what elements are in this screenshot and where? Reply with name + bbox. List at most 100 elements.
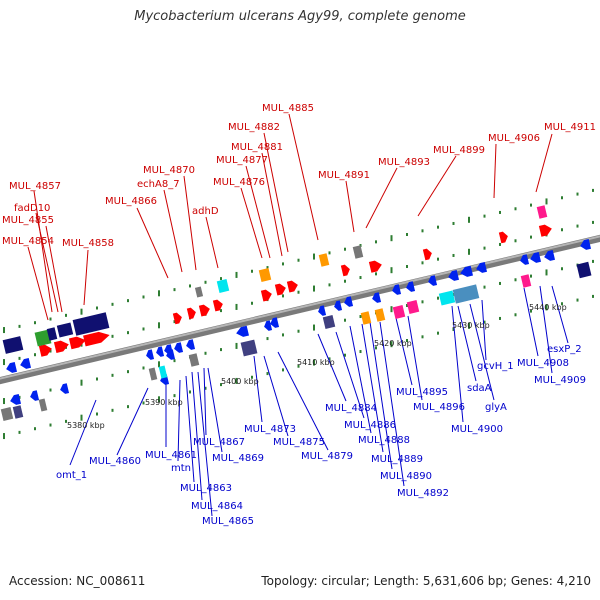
gene-label-mul-4882[interactable]: MUL_4882	[228, 122, 280, 133]
gene-label-mul-4906[interactable]: MUL_4906	[488, 133, 540, 144]
gene-label-mul-4877[interactable]: MUL_4877	[216, 155, 268, 166]
gene-label-esxp-2[interactable]: esxP_2	[547, 344, 582, 355]
gene-label-mul-4865[interactable]: MUL_4865	[202, 516, 254, 527]
tick-mark	[34, 353, 36, 357]
gene-label-mul-4911[interactable]: MUL_4911	[544, 122, 596, 133]
tick-mark	[390, 341, 393, 348]
gene-label-mul-4900[interactable]: MUL_4900	[451, 424, 503, 435]
tick-mark	[530, 235, 532, 239]
tick-mark	[80, 379, 83, 386]
tick-mark	[530, 203, 532, 207]
tick-mark	[3, 398, 5, 405]
gene-label-mul-4866[interactable]: MUL_4866	[105, 196, 157, 207]
gene-label-mul-4892[interactable]: MUL_4892	[397, 488, 449, 499]
gene-label-mul-4884[interactable]: MUL_4884	[325, 403, 377, 414]
tick-mark	[158, 290, 160, 297]
tick-mark	[297, 329, 300, 333]
gene-label-mul-4873[interactable]: MUL_4873	[244, 424, 296, 435]
gene-label-mul-4893[interactable]: MUL_4893	[378, 157, 430, 168]
kbp-label-5420: 5420 kbp	[374, 339, 412, 348]
gene-block	[240, 339, 258, 357]
leader-line	[395, 317, 413, 386]
leader-line	[261, 152, 283, 257]
gene-label-mul-4879[interactable]: MUL_4879	[301, 451, 353, 462]
forward-gene-arrow	[53, 340, 69, 353]
kbp-label-5440: 5440 kbp	[529, 303, 567, 312]
gene-label-mul-4857[interactable]: MUL_4857	[9, 181, 61, 192]
gene-label-fadd10[interactable]: fadD10	[14, 203, 50, 214]
tick-mark	[452, 253, 455, 257]
gene-label-glya[interactable]: glyA	[485, 402, 507, 413]
gene-block	[576, 261, 592, 279]
reverse-gene-arrow	[174, 342, 184, 353]
reverse-gene-arrow	[30, 390, 40, 401]
gene-label-mul-4858[interactable]: MUL_4858	[62, 238, 114, 249]
leader-line	[27, 246, 49, 321]
forward-gene-arrow	[198, 304, 210, 317]
gene-label-sdaa[interactable]: sdaA	[467, 383, 492, 394]
gene-label-mul-4854[interactable]: MUL_4854	[2, 236, 54, 247]
tick-mark	[359, 276, 362, 280]
tick-mark	[328, 283, 331, 287]
gene-label-mul-4881[interactable]: MUL_4881	[231, 142, 283, 153]
gene-label-mul-4889[interactable]: MUL_4889	[371, 454, 423, 465]
tick-mark	[483, 246, 486, 250]
gene-label-gcvh-1[interactable]: gcvH_1	[477, 361, 514, 372]
gene-label-mul-4896[interactable]: MUL_4896	[413, 402, 465, 413]
gene-label-echa8-7[interactable]: echA8_7	[137, 179, 180, 190]
forward-gene-arrow	[260, 289, 272, 302]
kbp-label-5400: 5400 kbp	[221, 377, 259, 386]
gene-label-mul-4908[interactable]: MUL_4908	[517, 358, 569, 369]
tick-mark	[545, 304, 548, 311]
kbp-label-5410: 5410 kbp	[297, 358, 335, 367]
leader-line	[240, 187, 263, 259]
gene-block	[438, 290, 456, 306]
gene-label-mul-4864[interactable]: MUL_4864	[191, 501, 243, 512]
gene-block	[34, 329, 52, 347]
tick-mark	[49, 423, 52, 427]
forward-gene-arrow	[538, 224, 552, 237]
gene-label-mul-4860[interactable]: MUL_4860	[89, 456, 141, 467]
leader-line	[69, 399, 97, 466]
gene-label-mul-4861[interactable]: MUL_4861	[145, 450, 197, 461]
tick-mark	[344, 353, 346, 357]
gene-label-mtn[interactable]: mtn	[171, 463, 191, 474]
reverse-gene-arrow	[318, 305, 327, 316]
gene-label-mul-4899[interactable]: MUL_4899	[433, 145, 485, 156]
reverse-gene-arrow	[334, 300, 343, 311]
gene-label-adhd[interactable]: adhD	[192, 206, 219, 217]
gene-label-mul-4909[interactable]: MUL_4909	[534, 375, 586, 386]
leader-line	[335, 331, 365, 419]
gene-label-mul-4863[interactable]: MUL_4863	[180, 483, 232, 494]
tick-mark	[421, 300, 424, 304]
tick-mark	[328, 357, 331, 361]
tick-mark	[344, 247, 346, 251]
gene-label-mul-4888[interactable]: MUL_4888	[358, 435, 410, 446]
gene-label-mul-4891[interactable]: MUL_4891	[318, 170, 370, 181]
leader-line	[535, 133, 553, 193]
gene-label-mul-4867[interactable]: MUL_4867	[193, 437, 245, 448]
tick-mark	[3, 359, 5, 366]
gene-label-mul-4895[interactable]: MUL_4895	[396, 387, 448, 398]
tick-mark	[111, 302, 114, 306]
tick-mark	[158, 396, 160, 403]
gene-label-mul-4886[interactable]: MUL_4886	[344, 420, 396, 431]
leader-line	[253, 355, 263, 423]
tick-mark	[111, 334, 114, 338]
gene-label-mul-4885[interactable]: MUL_4885	[262, 103, 314, 114]
gene-label-mul-4875[interactable]: MUL_4875	[273, 437, 325, 448]
gene-label-mul-4870[interactable]: MUL_4870	[143, 165, 195, 176]
genome-backbone	[0, 234, 600, 385]
leader-line	[207, 367, 223, 453]
tick-mark	[592, 259, 594, 263]
tick-mark	[592, 220, 594, 224]
leader-line	[349, 325, 372, 434]
gene-label-mul-4890[interactable]: MUL_4890	[380, 471, 432, 482]
gene-label-mul-4876[interactable]: MUL_4876	[213, 177, 265, 188]
gene-label-omt-1[interactable]: omt_1	[56, 470, 87, 481]
gene-label-mul-4869[interactable]: MUL_4869	[212, 453, 264, 464]
tick-mark	[158, 361, 160, 368]
gene-label-mul-4855[interactable]: MUL_4855	[2, 215, 54, 226]
forward-gene-arrow	[286, 280, 298, 293]
